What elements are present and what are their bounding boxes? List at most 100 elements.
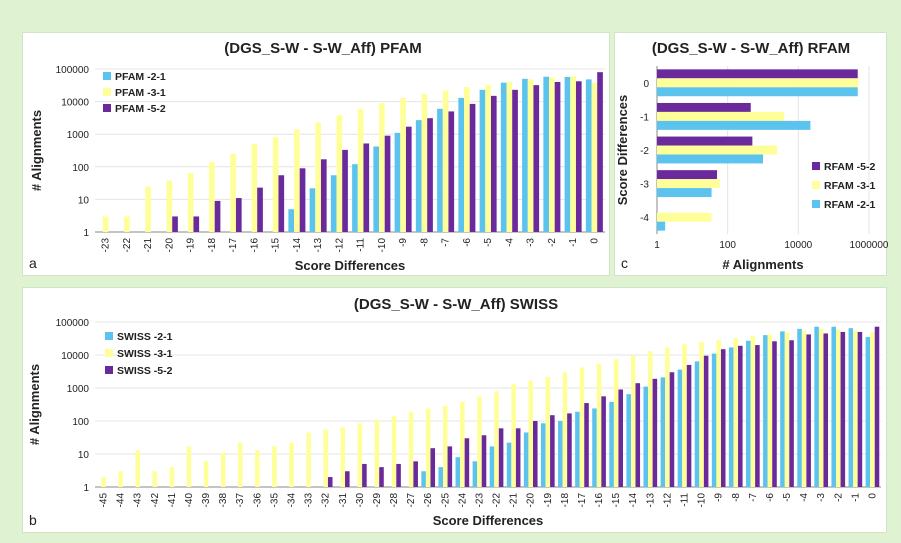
bar-SWISS-3-1 xyxy=(648,351,653,487)
bar-PFAM-3-1 xyxy=(251,144,258,232)
bar-SWISS-3-1 xyxy=(836,329,841,487)
bar-SWISS-3-1 xyxy=(596,363,602,487)
bar-SWISS-2-1 xyxy=(780,331,785,487)
bar-PFAM-5-2 xyxy=(214,200,221,232)
bar-RFAM-3-1 xyxy=(657,179,720,189)
bar-RFAM-2-1 xyxy=(657,120,811,130)
bar-SWISS-2-1 xyxy=(728,347,734,487)
bar-SWISS-3-1 xyxy=(494,391,499,487)
bar-SWISS-5-2 xyxy=(652,378,658,487)
bar-PFAM-2-1 xyxy=(585,79,592,232)
bar-SWISS-5-2 xyxy=(327,477,333,487)
y-tick-label: 10 xyxy=(78,450,90,461)
x-tick-label: -17 xyxy=(577,493,588,508)
bar-PFAM-3-1 xyxy=(570,76,576,232)
bar-PFAM-2-1 xyxy=(437,108,443,232)
y-tick-label: 100 xyxy=(72,163,89,174)
x-tick-label: -14 xyxy=(628,493,639,508)
x-tick-label: 100 xyxy=(719,240,736,251)
legend-label: SWISS -5-2 xyxy=(117,365,173,377)
bar-PFAM-2-1 xyxy=(415,120,422,232)
bar-PFAM-3-1 xyxy=(464,87,470,232)
x-tick-label: -7 xyxy=(441,238,452,247)
y-tick-label: -2 xyxy=(640,146,649,157)
y-tick-label: -3 xyxy=(640,180,649,191)
bar-SWISS-2-1 xyxy=(626,394,631,487)
x-tick-label: -29 xyxy=(372,493,383,508)
bar-PFAM-5-2 xyxy=(512,89,518,232)
bar-SWISS-3-1 xyxy=(477,396,482,487)
bar-SWISS-3-1 xyxy=(733,337,739,487)
bar-PFAM-2-1 xyxy=(394,132,401,232)
bar-SWISS-5-2 xyxy=(772,341,777,487)
bar-SWISS-3-1 xyxy=(460,401,465,487)
legend-swatch xyxy=(103,88,111,96)
x-tick-label: -8 xyxy=(731,493,742,502)
x-tick-label: -39 xyxy=(201,493,212,508)
bar-PFAM-5-2 xyxy=(575,81,582,232)
bar-PFAM-5-2 xyxy=(427,118,433,232)
x-tick-label: -17 xyxy=(228,238,239,253)
bar-RFAM-2-1 xyxy=(657,188,712,198)
bar-PFAM-5-2 xyxy=(299,168,306,232)
bar-PFAM-5-2 xyxy=(554,81,561,232)
bar-SWISS-3-1 xyxy=(545,376,551,487)
x-tick-label: -7 xyxy=(748,493,759,502)
x-axis-label: # Alignments xyxy=(722,257,803,272)
bar-SWISS-3-1 xyxy=(579,367,585,487)
bar-SWISS-5-2 xyxy=(703,355,709,487)
bar-PFAM-3-1 xyxy=(506,81,513,232)
bar-SWISS-2-1 xyxy=(643,386,649,487)
bar-SWISS-5-2 xyxy=(481,435,487,487)
bar-PFAM-3-1 xyxy=(485,84,491,232)
bar-SWISS-3-1 xyxy=(818,328,824,487)
bar-SWISS-2-1 xyxy=(592,408,597,487)
legend-label: RFAM -3-1 xyxy=(824,180,875,192)
bar-SWISS-3-1 xyxy=(750,336,756,487)
bar-SWISS-3-1 xyxy=(562,372,568,487)
bar-PFAM-5-2 xyxy=(320,159,327,232)
x-tick-label: -14 xyxy=(292,238,303,253)
bar-SWISS-3-1 xyxy=(152,471,158,487)
x-tick-label: -40 xyxy=(184,493,195,508)
bar-PFAM-3-1 xyxy=(315,122,321,232)
bar-PFAM-3-1 xyxy=(272,137,279,232)
bar-SWISS-2-1 xyxy=(831,326,837,487)
bar-SWISS-3-1 xyxy=(870,331,875,487)
bar-PFAM-5-2 xyxy=(448,111,455,232)
y-tick-label: 10000 xyxy=(61,351,89,362)
legend-label: PFAM -5-2 xyxy=(115,103,166,115)
bar-SWISS-2-1 xyxy=(711,353,717,487)
x-tick-label: -27 xyxy=(406,493,417,508)
y-tick-label: 100000 xyxy=(56,65,90,76)
bar-SWISS-3-1 xyxy=(237,442,243,487)
bar-SWISS-2-1 xyxy=(575,411,580,487)
bar-PFAM-3-1 xyxy=(209,162,215,232)
legend-label: RFAM -2-1 xyxy=(824,199,875,211)
x-axis-label: Score Differences xyxy=(433,513,544,528)
bar-SWISS-3-1 xyxy=(340,427,346,487)
bar-SWISS-3-1 xyxy=(357,423,363,487)
x-tick-label: -18 xyxy=(207,238,218,253)
bar-SWISS-2-1 xyxy=(814,326,819,487)
bar-PFAM-2-1 xyxy=(330,175,337,232)
bar-SWISS-2-1 xyxy=(677,369,683,487)
x-tick-label: -13 xyxy=(645,493,656,508)
bar-PFAM-3-1 xyxy=(166,180,173,232)
bar-SWISS-2-1 xyxy=(455,457,461,487)
x-tick-label: -19 xyxy=(543,493,554,508)
y-tick-label: 100000 xyxy=(56,318,90,329)
bar-RFAM-3-1 xyxy=(657,111,785,121)
x-tick-label: -19 xyxy=(186,238,197,253)
bar-PFAM-2-1 xyxy=(543,76,550,232)
legend-label: SWISS -2-1 xyxy=(117,331,173,343)
panel-letter-a: a xyxy=(29,255,37,271)
bar-PFAM-2-1 xyxy=(458,97,465,233)
pfam-chart: (DGS_S-W - S-W_Aff) PFAM 1 10 100 1000 10000 1… xyxy=(29,40,605,273)
bar-SWISS-2-1 xyxy=(421,471,426,487)
y-tick-label: 10000 xyxy=(61,98,89,109)
x-tick-label: -12 xyxy=(334,238,345,253)
bar-SWISS-3-1 xyxy=(443,405,448,487)
bar-SWISS-2-1 xyxy=(523,432,529,487)
y-tick-label: 0 xyxy=(643,79,649,90)
